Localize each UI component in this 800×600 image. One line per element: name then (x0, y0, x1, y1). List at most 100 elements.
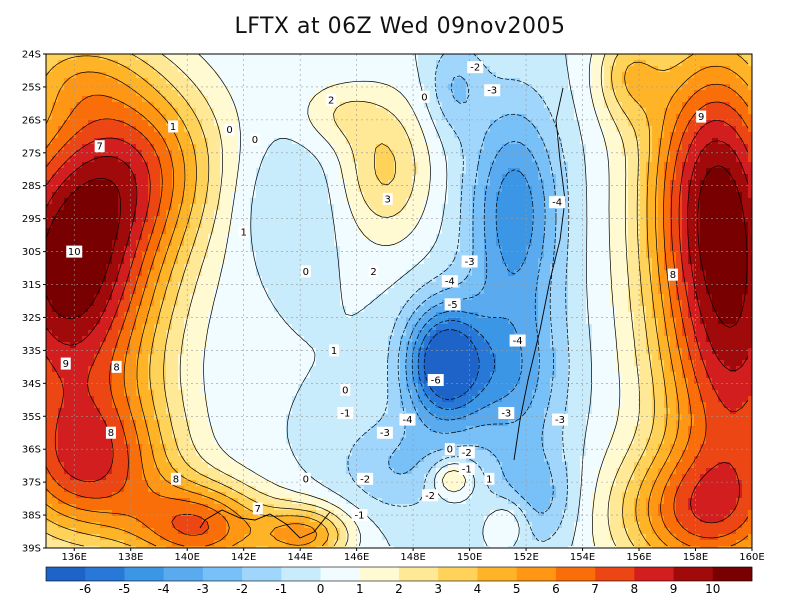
field-cell (220, 156, 227, 163)
field-cell (616, 174, 623, 181)
field-cell (748, 78, 753, 85)
field-cell (706, 78, 713, 85)
field-cell (568, 174, 575, 181)
field-cell (628, 228, 635, 235)
field-cell (172, 228, 179, 235)
field-cell (118, 90, 125, 97)
field-cell (364, 252, 371, 259)
field-cell (310, 126, 317, 133)
field-cell (622, 90, 629, 97)
field-cell (724, 138, 731, 145)
field-cell (538, 132, 545, 139)
field-cell (340, 108, 347, 115)
field-cell (334, 156, 341, 163)
field-cell (652, 144, 659, 151)
field-cell (292, 60, 299, 67)
field-cell (712, 174, 719, 181)
field-cell (238, 282, 245, 289)
field-cell (526, 60, 533, 67)
field-cell (364, 204, 371, 211)
field-cell (58, 228, 65, 235)
field-cell (688, 96, 695, 103)
field-cell (322, 234, 329, 241)
field-cell (292, 102, 299, 109)
field-cell (694, 240, 701, 247)
field-cell (532, 258, 539, 265)
field-cell (700, 210, 707, 217)
field-cell (220, 252, 227, 259)
field-cell (220, 306, 227, 313)
field-cell (358, 282, 365, 289)
field-cell (154, 60, 161, 67)
field-cell (304, 258, 311, 265)
field-cell (82, 96, 89, 103)
field-cell (508, 126, 515, 133)
field-cell (352, 126, 359, 133)
field-cell (304, 126, 311, 133)
field-cell (94, 252, 101, 259)
field-cell (322, 108, 329, 115)
field-cell (130, 162, 137, 169)
field-cell (52, 126, 59, 133)
field-cell (736, 258, 743, 265)
field-cell (418, 222, 425, 229)
field-cell (676, 294, 683, 301)
field-cell (604, 258, 611, 265)
field-cell (202, 156, 209, 163)
field-cell (196, 198, 203, 205)
field-cell (94, 204, 101, 211)
field-cell (274, 120, 281, 127)
field-cell (484, 252, 491, 259)
field-cell (184, 144, 191, 151)
field-cell (364, 234, 371, 241)
field-cell (694, 210, 701, 217)
field-cell (298, 60, 305, 67)
field-cell (514, 120, 521, 127)
field-cell (532, 186, 539, 193)
field-cell (262, 54, 269, 61)
field-cell (706, 150, 713, 157)
field-cell (604, 90, 611, 97)
field-cell (370, 156, 377, 163)
field-cell (208, 276, 215, 283)
field-cell (148, 294, 155, 301)
field-cell (124, 192, 131, 199)
field-cell (580, 204, 587, 211)
field-cell (460, 108, 467, 115)
field-cell (394, 120, 401, 127)
field-cell (298, 96, 305, 103)
field-cell (100, 216, 107, 223)
field-cell (232, 138, 239, 145)
field-cell (298, 162, 305, 169)
field-cell (112, 204, 119, 211)
field-cell (388, 264, 395, 271)
field-cell (580, 108, 587, 115)
field-cell (592, 90, 599, 97)
field-cell (550, 102, 557, 109)
field-cell (328, 66, 335, 73)
field-cell (436, 234, 443, 241)
field-cell (502, 132, 509, 139)
field-cell (178, 300, 185, 307)
field-cell (460, 78, 467, 85)
field-cell (220, 90, 227, 97)
field-cell (580, 120, 587, 127)
field-cell (226, 204, 233, 211)
field-cell (268, 204, 275, 211)
field-cell (538, 240, 545, 247)
field-cell (574, 96, 581, 103)
field-cell (532, 210, 539, 217)
field-cell (580, 210, 587, 217)
field-cell (394, 168, 401, 175)
field-cell (250, 126, 257, 133)
field-cell (664, 294, 671, 301)
field-cell (148, 174, 155, 181)
field-cell (556, 264, 563, 271)
field-cell (46, 138, 53, 145)
field-cell (562, 78, 569, 85)
field-cell (202, 84, 209, 91)
field-cell (520, 156, 527, 163)
field-cell (244, 126, 251, 133)
field-cell (388, 204, 395, 211)
field-cell (742, 276, 749, 283)
